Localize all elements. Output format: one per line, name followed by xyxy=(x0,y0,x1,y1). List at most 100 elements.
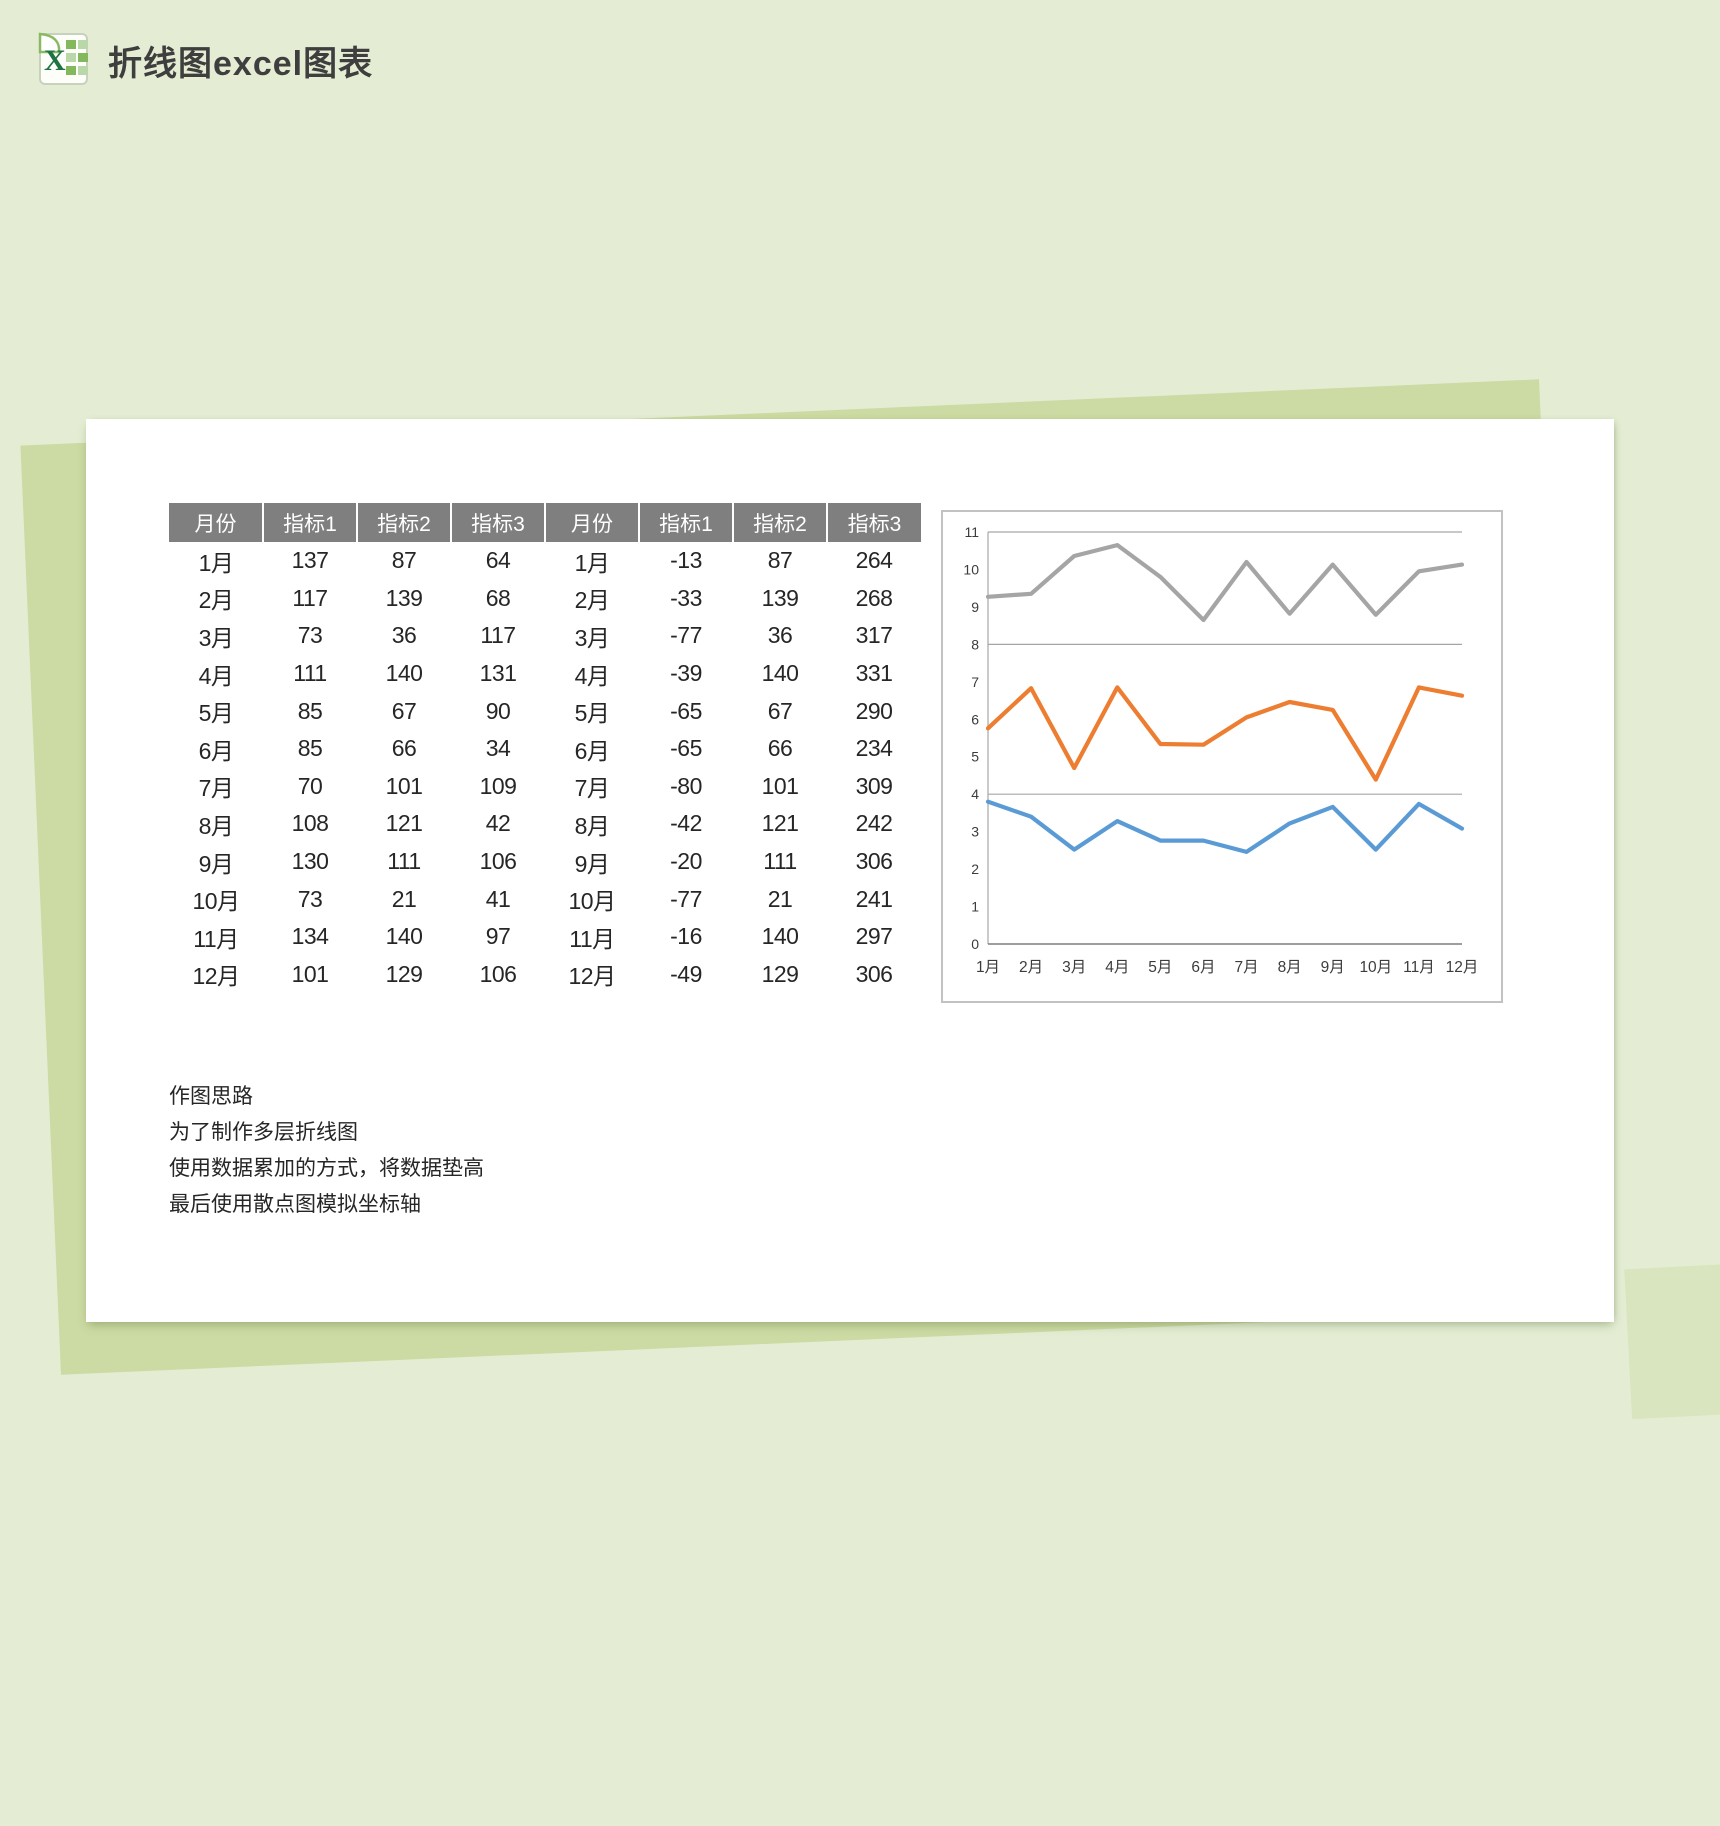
table-cell: 3月 xyxy=(574,624,610,651)
table-row: 12月 101 129 106 12月 -49 129 306 xyxy=(169,956,921,994)
table-cell: 241 xyxy=(855,885,893,912)
table-cell: -42 xyxy=(670,810,702,837)
table-cell: 139 xyxy=(385,584,423,611)
table-row: 5月 85 67 90 5月 -65 67 290 xyxy=(169,692,921,730)
table-cell: -77 xyxy=(670,885,702,912)
table-cell: 129 xyxy=(761,960,799,987)
chart-x-tick-label: 10月 xyxy=(1359,959,1392,976)
table-cell: -13 xyxy=(670,547,702,574)
table-cell: 331 xyxy=(855,660,893,687)
page-header: X 折线图excel图表 xyxy=(30,26,373,95)
chart-x-tick-label: 9月 xyxy=(1321,959,1345,976)
chart-y-tick-label: 1 xyxy=(971,899,979,915)
chart-series-指标3 xyxy=(985,542,1465,623)
table-cell: 140 xyxy=(385,660,423,687)
table-cell: -49 xyxy=(670,960,702,987)
table-row: 9月 130 111 106 9月 -20 111 306 xyxy=(169,843,921,881)
chart-x-tick-label: 12月 xyxy=(1446,959,1479,976)
table-cell: 66 xyxy=(391,735,417,762)
table-cell: -33 xyxy=(670,584,702,611)
table-cell: 41 xyxy=(485,885,511,912)
table-cell: 2月 xyxy=(198,587,234,614)
chart-y-tick-label: 0 xyxy=(971,936,979,952)
table-cell: 67 xyxy=(767,697,793,724)
table-cell: 9月 xyxy=(198,850,234,877)
table-cell: -65 xyxy=(670,735,702,762)
table-cell: 121 xyxy=(385,810,423,837)
table-cell: 121 xyxy=(761,810,799,837)
table-cell: 36 xyxy=(767,622,793,649)
chart-y-tick-label: 4 xyxy=(971,786,979,802)
chart-y-tick-label: 5 xyxy=(971,749,979,765)
table-row: 6月 85 66 34 6月 -65 66 234 xyxy=(169,730,921,768)
chart-series-指标1 xyxy=(985,799,1465,854)
table-cell: 64 xyxy=(485,547,511,574)
table-cell: 8月 xyxy=(198,812,234,839)
line-chart-canvas: 0 1 2 3 4 5 6 7 8 9 10 11 1月 2月 3月 4月 5月 6月 7月 8月 9月 10月 11月 12… xyxy=(963,524,1479,976)
chart-x-tick-label: 11月 xyxy=(1403,959,1435,976)
table-cell: 12月 xyxy=(568,963,616,990)
table-cell: 90 xyxy=(485,697,511,724)
table-cell: 8月 xyxy=(574,812,610,839)
table-cell: 297 xyxy=(855,923,893,950)
chart-x-tick-label: 5月 xyxy=(1148,959,1172,976)
table-row: 2月 117 139 68 2月 -33 139 268 xyxy=(169,580,921,618)
chart-y-tick-label: 2 xyxy=(971,861,979,877)
notes-line: 使用数据累加的方式，将数据垫高 xyxy=(169,1157,484,1180)
chart-y-tick-label: 9 xyxy=(971,599,979,615)
chart-x-tick-label: 7月 xyxy=(1234,959,1258,976)
table-cell: 68 xyxy=(485,584,511,611)
table-cell: 21 xyxy=(391,885,417,912)
page-title: 折线图excel图表 xyxy=(108,45,374,83)
table-cell: 70 xyxy=(297,772,323,799)
chart-y-tick-label: 11 xyxy=(964,524,979,540)
table-cell: 66 xyxy=(767,735,793,762)
table-cell: 134 xyxy=(291,923,329,950)
table-header-cell: 指标2 xyxy=(356,503,451,542)
table-header-cell: 指标1 xyxy=(638,503,733,542)
table-cell: 309 xyxy=(855,772,893,799)
table-cell: 36 xyxy=(391,622,417,649)
table-row: 11月 134 140 97 11月 -16 140 297 xyxy=(169,918,921,956)
table-cell: 111 xyxy=(293,660,327,687)
notes-line: 最后使用散点图模拟坐标轴 xyxy=(169,1193,421,1216)
table-cell: 7月 xyxy=(198,775,234,802)
table-cell: 268 xyxy=(855,584,893,611)
table-cell: 11月 xyxy=(193,925,239,952)
table-row: 1月 137 87 64 1月 -13 87 264 xyxy=(169,542,921,580)
table-cell: 108 xyxy=(291,810,329,837)
table-cell: 6月 xyxy=(198,737,234,764)
svg-text:X: X xyxy=(44,44,66,77)
table-cell: 42 xyxy=(485,810,511,837)
table-row: 4月 111 140 131 4月 -39 140 331 xyxy=(169,655,921,693)
table-cell: 5月 xyxy=(574,700,610,727)
table-cell: 10月 xyxy=(192,888,240,915)
table-cell: 130 xyxy=(291,848,329,875)
chart-x-tick-label: 3月 xyxy=(1062,959,1086,976)
table-cell: -20 xyxy=(670,848,702,875)
table-cell: 306 xyxy=(855,848,893,875)
table-cell: 111 xyxy=(763,848,797,875)
chart-x-tick-label: 4月 xyxy=(1105,959,1129,976)
table-cell: 3月 xyxy=(198,624,234,651)
table-cell: -39 xyxy=(670,660,702,687)
table-cell: 73 xyxy=(297,622,323,649)
table-cell: 5月 xyxy=(198,700,234,727)
table-row: 7月 70 101 109 7月 -80 101 309 xyxy=(169,768,921,806)
table-cell: 131 xyxy=(479,660,517,687)
table-cell: 1月 xyxy=(574,549,610,576)
table-row: 8月 108 121 42 8月 -42 121 242 xyxy=(169,805,921,843)
notes-block: 作图思路 为了制作多层折线图 使用数据累加的方式，将数据垫高 最后使用散点图模拟坐标轴 xyxy=(169,1079,484,1223)
table-cell: 111 xyxy=(387,848,421,875)
excel-icon: X xyxy=(30,26,94,95)
table-cell: 117 xyxy=(480,622,516,649)
table-cell: 85 xyxy=(297,735,323,762)
table-cell: 306 xyxy=(855,960,893,987)
chart-y-tick-label: 8 xyxy=(971,636,979,652)
table-cell: 234 xyxy=(855,735,893,762)
chart-x-tick-label: 8月 xyxy=(1278,959,1302,976)
table-cell: 242 xyxy=(855,810,893,837)
table-cell: 7月 xyxy=(574,775,610,802)
table-cell: 290 xyxy=(855,697,893,724)
notes-line: 作图思路 xyxy=(169,1085,253,1108)
